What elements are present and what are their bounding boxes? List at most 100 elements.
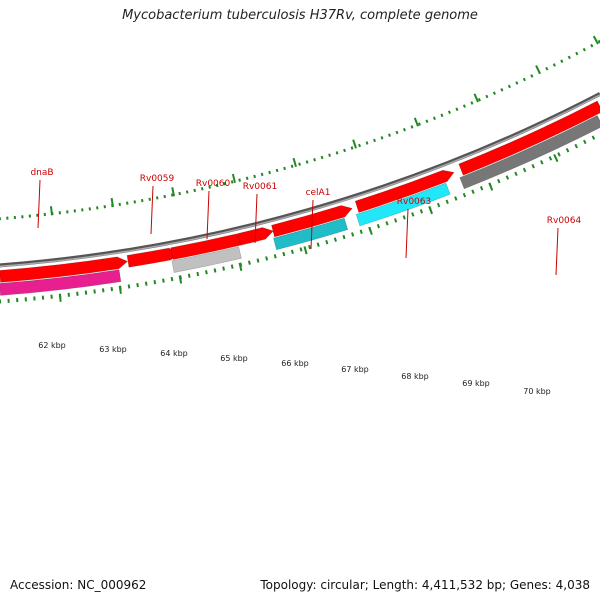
gene-label: Rv0060 [196, 179, 231, 189]
minor-tick [193, 188, 196, 193]
upper-tick [394, 218, 398, 223]
upper-tick [127, 284, 131, 289]
upper-tick [497, 178, 501, 184]
upper-tick [376, 223, 380, 229]
scale-labels: 62 kbp 63 kbp 64 kbp 65 kbp 66 kbp 67 kbp 68 k… [38, 341, 551, 396]
genome-backbone [0, 92, 600, 268]
minor-tick [358, 143, 361, 148]
upper-tick [522, 167, 527, 173]
gene-leader-line [405, 208, 409, 259]
minor-tick [485, 94, 489, 99]
major-tick [171, 187, 175, 197]
upper-tick [316, 242, 320, 247]
map-title: Mycobacterium tuberculosis H37Rv, comple… [122, 8, 478, 23]
genome-summary: Topology: circular; Length: 4,411,532 bp… [260, 578, 590, 592]
scale-label: 69 kbp [462, 379, 490, 388]
cds-arrow [354, 169, 455, 213]
upper-major-tick [118, 285, 122, 294]
upper-major-tick [368, 226, 373, 235]
feature-track [0, 100, 600, 296]
scale-label: 65 kbp [220, 354, 248, 363]
minor-tick [133, 200, 136, 204]
scale-label: 70 kbp [523, 387, 551, 396]
minor-tick [148, 197, 151, 201]
minor-tick [350, 146, 354, 150]
minor-tick [410, 125, 414, 129]
minor-tick [223, 182, 226, 186]
scale-tick-track [0, 35, 600, 221]
gene-leader-line [206, 190, 210, 240]
minor-tick [567, 55, 571, 60]
cds-arrow [458, 100, 600, 176]
upper-tick [419, 209, 424, 214]
gene-label: Rv0061 [243, 182, 277, 192]
minor-tick [283, 166, 286, 171]
minor-tick [455, 107, 459, 111]
minor-tick [492, 91, 496, 95]
minor-tick [522, 77, 526, 82]
minor-tick [260, 172, 264, 177]
minor-tick [500, 88, 504, 92]
upper-tick [205, 270, 208, 275]
minor-tick [507, 84, 511, 89]
scale-label: 68 kbp [401, 372, 429, 381]
minor-tick [365, 141, 369, 145]
major-tick [231, 173, 236, 184]
minor-tick [155, 196, 159, 200]
minor-tick [477, 97, 481, 102]
minor-tick [515, 81, 519, 85]
gene-label: dnaB [30, 168, 53, 178]
minor-tick [590, 43, 594, 48]
minor-tick [380, 136, 384, 140]
upper-tick [101, 288, 105, 293]
major-tick [413, 117, 419, 127]
upper-tick [479, 186, 484, 191]
upper-tick [144, 281, 148, 286]
minor-tick [328, 153, 331, 157]
minor-tick [403, 127, 406, 132]
upper-tick [411, 212, 415, 217]
upper-tick [136, 282, 139, 288]
upper-major-tick [178, 275, 183, 284]
feature-band [273, 217, 349, 251]
upper-tick [359, 229, 363, 234]
upper-tick [333, 237, 337, 242]
upper-tick [265, 256, 269, 261]
scale-label: 64 kbp [160, 349, 188, 358]
scale-label: 66 kbp [281, 359, 309, 368]
minor-tick [200, 187, 204, 191]
major-tick [352, 139, 357, 149]
minor-tick [470, 101, 474, 105]
upper-tick [247, 260, 251, 265]
minor-tick [170, 193, 174, 197]
minor-tick [575, 51, 579, 56]
minor-tick [305, 160, 309, 164]
upper-tick [531, 163, 535, 169]
gene-label: Rv0063 [397, 197, 431, 207]
upper-major-tick [488, 182, 494, 191]
upper-major-tick [428, 206, 434, 215]
upper-tick [445, 199, 449, 205]
minor-tick [388, 133, 391, 137]
upper-tick [308, 244, 312, 250]
minor-tick [238, 178, 241, 182]
upper-tick [299, 247, 303, 252]
upper-tick [230, 264, 234, 269]
upper-major-tick [238, 262, 243, 271]
feature-band [171, 246, 242, 273]
minor-tick [373, 138, 376, 143]
upper-tick [282, 251, 286, 257]
minor-tick [268, 170, 271, 175]
upper-major-tick [303, 246, 308, 255]
major-tick [110, 197, 114, 208]
upper-tick [462, 192, 467, 198]
minor-tick [343, 148, 346, 153]
gene-label: celA1 [306, 188, 331, 198]
minor-tick [462, 104, 466, 108]
minor-tick [552, 63, 556, 67]
upper-tick [110, 286, 114, 292]
backbone-line [0, 92, 600, 268]
minor-tick [432, 116, 436, 121]
gene-leader-line [37, 179, 41, 229]
